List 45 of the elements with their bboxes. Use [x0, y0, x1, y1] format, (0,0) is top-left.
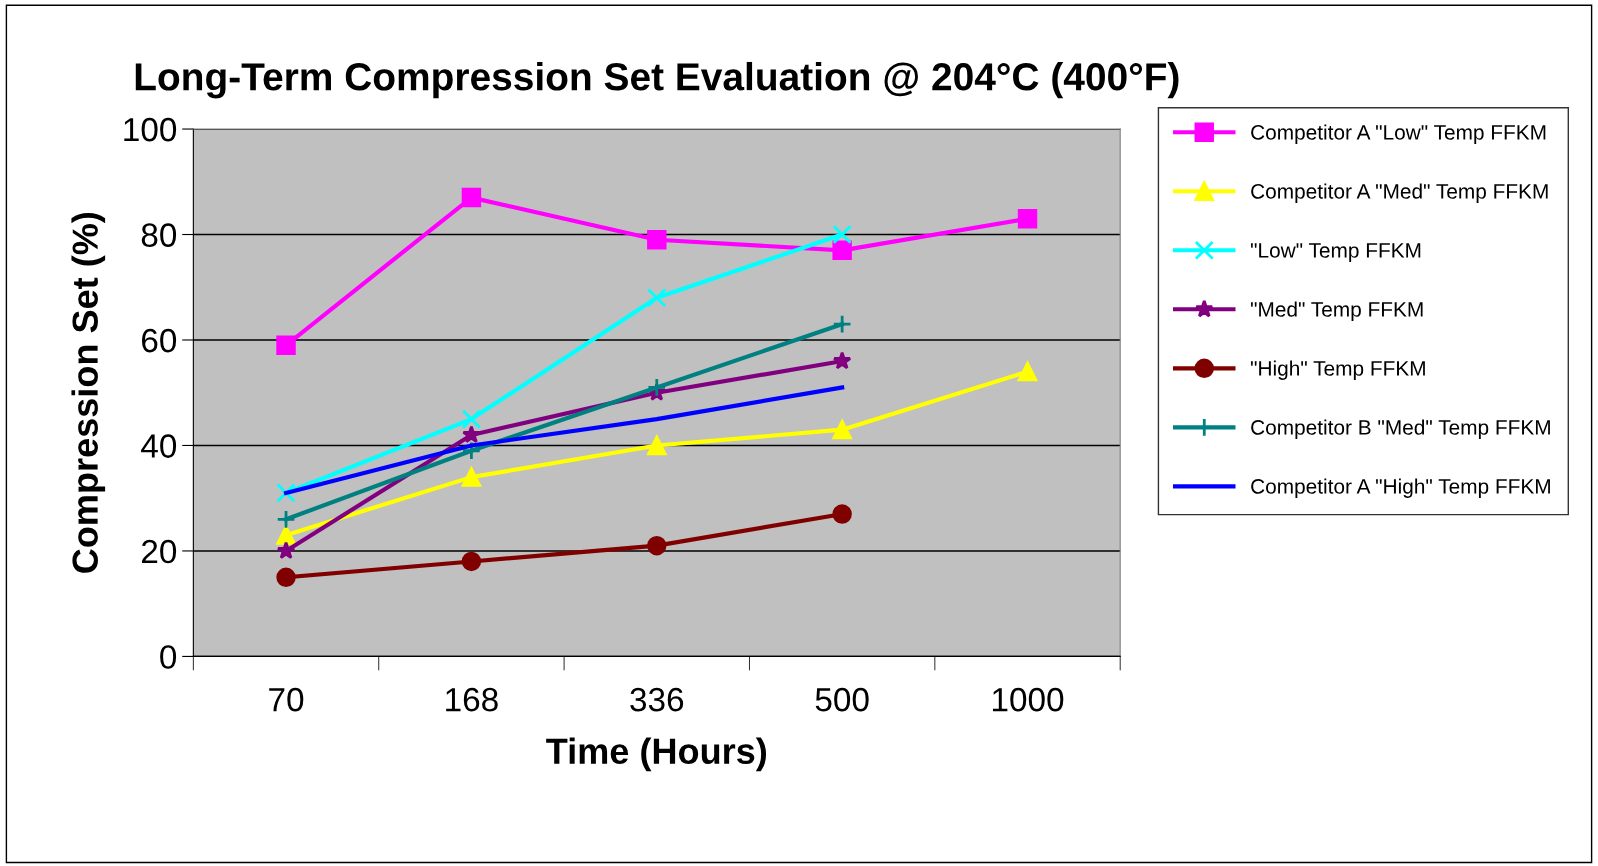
chart-title: Long-Term Compression Set Evaluation @ 204°C (400°F): [135, 61, 1179, 99]
point: [647, 377, 667, 398]
legend-label: "Low" Temp FFKM: [1250, 243, 1421, 262]
point: [832, 504, 852, 524]
point: [832, 240, 852, 261]
point: [461, 467, 482, 487]
y-tick-label: 60: [142, 328, 177, 353]
legend-label: Competitor B "Med" Temp FFKM: [1251, 419, 1550, 439]
point: [276, 567, 296, 588]
x-tick-label: 1000: [992, 687, 1064, 712]
point: [832, 351, 852, 370]
x-tick-label: 168: [446, 687, 498, 712]
point: [276, 335, 296, 355]
point: [647, 535, 667, 556]
point: [461, 409, 482, 429]
legend-label: "High" Temp FFKM: [1250, 360, 1425, 380]
y-tick-label: 100: [124, 117, 177, 142]
point: [647, 230, 667, 250]
y-tick-label: 20: [141, 539, 177, 564]
x-tick-label: 500: [815, 687, 869, 712]
point: [832, 419, 852, 440]
point: [832, 224, 852, 245]
legend-label: "Med" Temp FFKM: [1250, 301, 1423, 321]
y-axis-title: Compression Set (%): [71, 212, 106, 573]
x-tick-label: 336: [630, 687, 684, 712]
line-series: [283, 385, 845, 496]
legend-label: Competitor A "Low" Temp FFKM: [1251, 124, 1546, 144]
point: [1017, 208, 1038, 229]
point: [1017, 361, 1038, 382]
point: [461, 187, 482, 208]
point: [276, 541, 296, 560]
legend-label: Competitor A "Med" Temp FFKM: [1251, 183, 1548, 203]
point: [462, 425, 481, 444]
y-tick-label: 80: [141, 223, 177, 247]
x-axis-title: Time (Hours): [546, 737, 767, 772]
legend-label: Competitor A "High" Temp FFKM: [1251, 478, 1550, 498]
point: [276, 509, 296, 530]
point: [832, 314, 852, 334]
point: [647, 435, 667, 456]
x-tick-label: 70: [269, 687, 304, 712]
point: [647, 288, 667, 308]
point: [276, 525, 296, 545]
y-tick-label: 40: [141, 434, 177, 458]
point: [461, 551, 482, 572]
y-tick-label: 0: [160, 645, 177, 669]
